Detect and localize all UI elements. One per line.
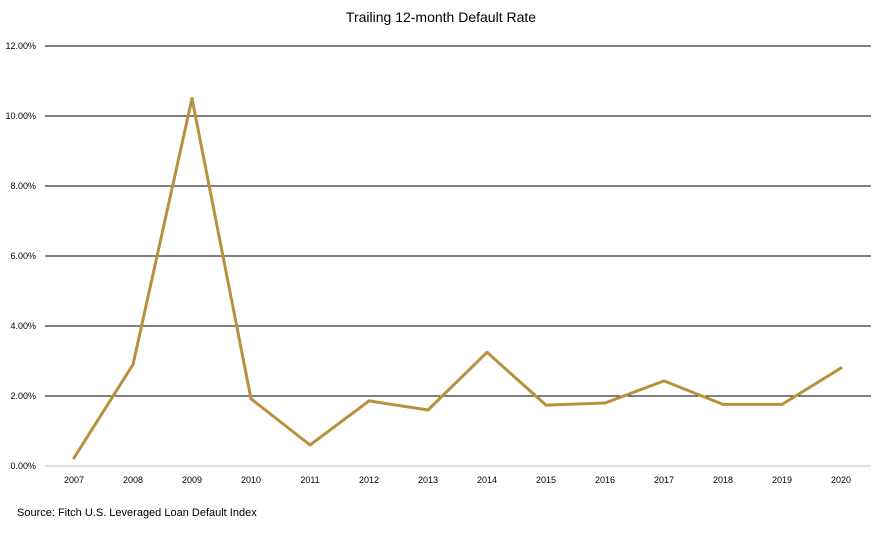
data-point — [190, 97, 194, 100]
chart-title: Trailing 12-month Default Rate — [346, 9, 536, 25]
y-tick-label: 8.00% — [10, 181, 36, 191]
x-tick-label: 2013 — [418, 475, 438, 485]
data-point — [249, 397, 253, 401]
source-note: Source: Fitch U.S. Leveraged Loan Defaul… — [17, 507, 257, 519]
data-point — [603, 401, 607, 405]
y-tick-label: 12.00% — [5, 41, 36, 51]
data-point — [426, 408, 430, 412]
x-tick-label: 2012 — [359, 475, 379, 485]
data-point — [308, 443, 312, 447]
data-point — [131, 363, 135, 366]
data-point — [780, 402, 784, 406]
y-tick-label: 6.00% — [10, 251, 36, 261]
y-tick-label: 0.00% — [10, 461, 36, 471]
y-tick-label: 10.00% — [5, 111, 36, 121]
x-axis: 2007 2008 2009 2010 2011 2012 2013 2014 2015 2016… — [64, 475, 851, 485]
data-point — [367, 399, 371, 403]
x-tick-label: 2014 — [477, 475, 497, 485]
y-axis: 0.00% 2.00% 4.00% 6.00% 8.00% 10.00% 12.00% — [5, 41, 36, 471]
x-tick-label: 2020 — [831, 475, 851, 485]
x-tick-label: 2017 — [654, 475, 674, 485]
x-tick-label: 2008 — [123, 475, 143, 485]
gridlines — [45, 45, 871, 467]
y-tick-label: 2.00% — [10, 391, 36, 401]
series-line — [72, 97, 843, 460]
x-tick-label: 2015 — [536, 475, 556, 485]
y-tick-label: 4.00% — [10, 321, 36, 331]
x-tick-label: 2007 — [64, 475, 84, 485]
x-tick-label: 2010 — [241, 475, 261, 485]
x-tick-label: 2018 — [713, 475, 733, 485]
data-point — [544, 403, 548, 407]
x-tick-label: 2016 — [595, 475, 615, 485]
data-point — [662, 379, 666, 383]
x-tick-label: 2019 — [772, 475, 792, 485]
data-point — [721, 402, 725, 406]
x-tick-label: 2011 — [300, 475, 319, 485]
data-point — [485, 350, 489, 354]
data-point — [839, 366, 843, 370]
plot-area — [72, 97, 843, 460]
data-point — [72, 456, 76, 460]
x-tick-label: 2009 — [182, 475, 202, 485]
